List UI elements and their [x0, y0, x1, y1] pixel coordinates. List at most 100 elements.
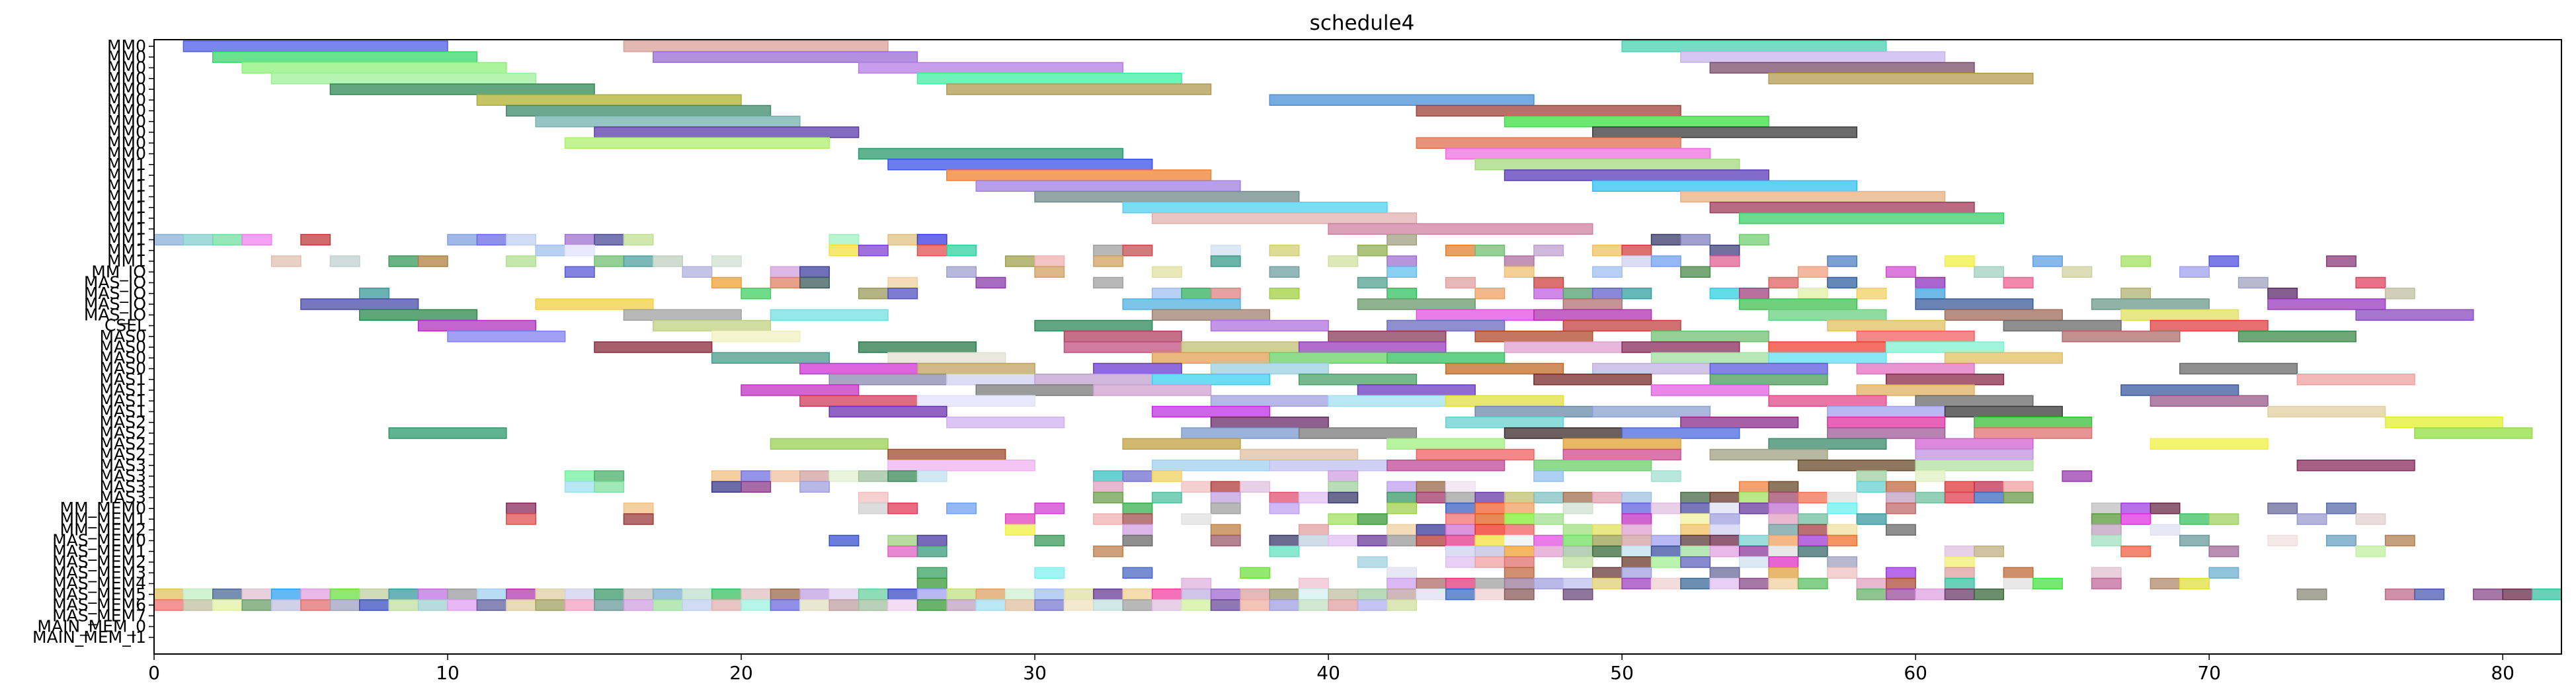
schedule-bar [1181, 513, 1212, 525]
schedule-bar [2091, 534, 2122, 547]
schedule-bar [770, 266, 801, 278]
schedule-bar [182, 599, 214, 611]
schedule-bar [1827, 405, 1946, 418]
schedule-bar [212, 51, 478, 63]
schedule-bar [594, 255, 625, 267]
y-tick-label: MAS_IO [84, 273, 146, 292]
schedule-bar [1387, 481, 1418, 493]
schedule-bar [1298, 524, 1329, 536]
schedule-bar [1709, 374, 1828, 386]
schedule-bar [1562, 577, 1593, 590]
y-axis: MM0MM0MM0MM0MM0MM0MM0MM0MM0MM0MM0MM1MM1M… [32, 36, 154, 647]
schedule-bar [1181, 288, 1212, 300]
y-tick-label: MM0 [107, 112, 146, 131]
schedule-bar [1063, 589, 1094, 600]
schedule-bar [1210, 534, 1241, 547]
schedule-bar [1240, 599, 1271, 611]
schedule-bar [1504, 589, 1535, 600]
schedule-bar [2003, 276, 2034, 289]
schedule-bar [564, 589, 595, 600]
schedule-bar [1298, 491, 1329, 504]
schedule-bar [828, 534, 860, 547]
schedule-bar [476, 233, 507, 246]
schedule-bar [946, 417, 1065, 429]
schedule-bar [2296, 460, 2415, 472]
schedule-bar [1151, 374, 1271, 386]
y-tick-label: MAS0 [100, 348, 146, 367]
schedule-bar [2091, 577, 2122, 590]
schedule-bar [388, 255, 419, 267]
y-tick-label: MM_MEM2 [60, 520, 146, 539]
schedule-bar [1416, 534, 1447, 547]
schedule-bar [1915, 438, 2034, 450]
schedule-bar [1709, 255, 1740, 267]
schedule-bar [1210, 503, 1241, 514]
schedule-bar [270, 589, 302, 600]
y-tick-label: MAS0 [100, 337, 146, 356]
schedule-bar [2355, 309, 2474, 321]
schedule-bar [1474, 513, 1506, 525]
schedule-bar [1650, 534, 1681, 547]
schedule-bar [770, 276, 801, 289]
schedule-bar [1738, 491, 1769, 504]
schedule-bar [1181, 577, 1212, 590]
schedule-bar [1387, 352, 1506, 364]
schedule-bar [2326, 534, 2356, 547]
y-tick-label: MAS2 [100, 423, 146, 442]
schedule-bar [564, 470, 595, 482]
schedule-bar [535, 116, 801, 128]
schedule-bar [1269, 589, 1300, 600]
schedule-bar [1210, 319, 1329, 332]
schedule-bar [1034, 599, 1065, 611]
schedule-bar [212, 233, 243, 246]
schedule-bar [1445, 245, 1476, 257]
schedule-bar [653, 599, 683, 611]
schedule-bar [828, 233, 860, 246]
schedule-bar [1562, 556, 1593, 568]
schedule-bar [623, 599, 654, 611]
schedule-bar [1416, 524, 1447, 536]
schedule-bar [828, 245, 860, 257]
schedule-bar [535, 245, 566, 257]
schedule-bar [1210, 524, 1241, 536]
schedule-bar [2267, 503, 2298, 514]
schedule-bar [1445, 577, 1476, 590]
schedule-bar [1151, 460, 1271, 472]
schedule-bar [1504, 513, 1535, 525]
y-tick-label: MAS3 [100, 456, 146, 475]
schedule-bar [946, 599, 977, 611]
schedule-bar [2267, 288, 2298, 300]
schedule-bar [1562, 438, 1681, 450]
schedule-bar [1357, 513, 1388, 525]
schedule-bar [1416, 589, 1447, 600]
y-tick-label: MAS3 [100, 466, 146, 485]
schedule-bar [975, 599, 1006, 611]
schedule-bar [1004, 255, 1035, 267]
schedule-bar [711, 276, 742, 289]
schedule-bar [1210, 481, 1241, 493]
x-tick-label: 50 [1610, 662, 1634, 684]
schedule-bar [1944, 546, 1975, 557]
schedule-bar [741, 470, 772, 482]
y-tick-label: MAS1 [100, 370, 146, 389]
schedule-bar [1621, 534, 1652, 547]
schedule-bar [2091, 298, 2210, 310]
schedule-bar [1240, 448, 1359, 461]
schedule-bar [1504, 577, 1535, 590]
schedule-bar [1328, 255, 1359, 267]
schedule-bar [623, 503, 654, 514]
schedule-bar [1650, 255, 1681, 267]
y-tick-label: MAIN_MEM_I1 [32, 628, 146, 647]
y-tick-label: MAS1 [100, 391, 146, 410]
schedule-bar [623, 233, 654, 246]
schedule-bar [1533, 546, 1564, 557]
schedule-bar [1562, 503, 1593, 514]
y-tick-label: MM0 [107, 36, 146, 56]
schedule-bar [1562, 524, 1593, 536]
schedule-bar [1827, 427, 1946, 439]
schedule-bar [1650, 331, 1769, 343]
schedule-bar [1328, 395, 1447, 407]
schedule-bar [359, 589, 389, 600]
y-tick-label: MAS_MEM1 [52, 542, 146, 561]
schedule-bar [1680, 524, 1711, 536]
